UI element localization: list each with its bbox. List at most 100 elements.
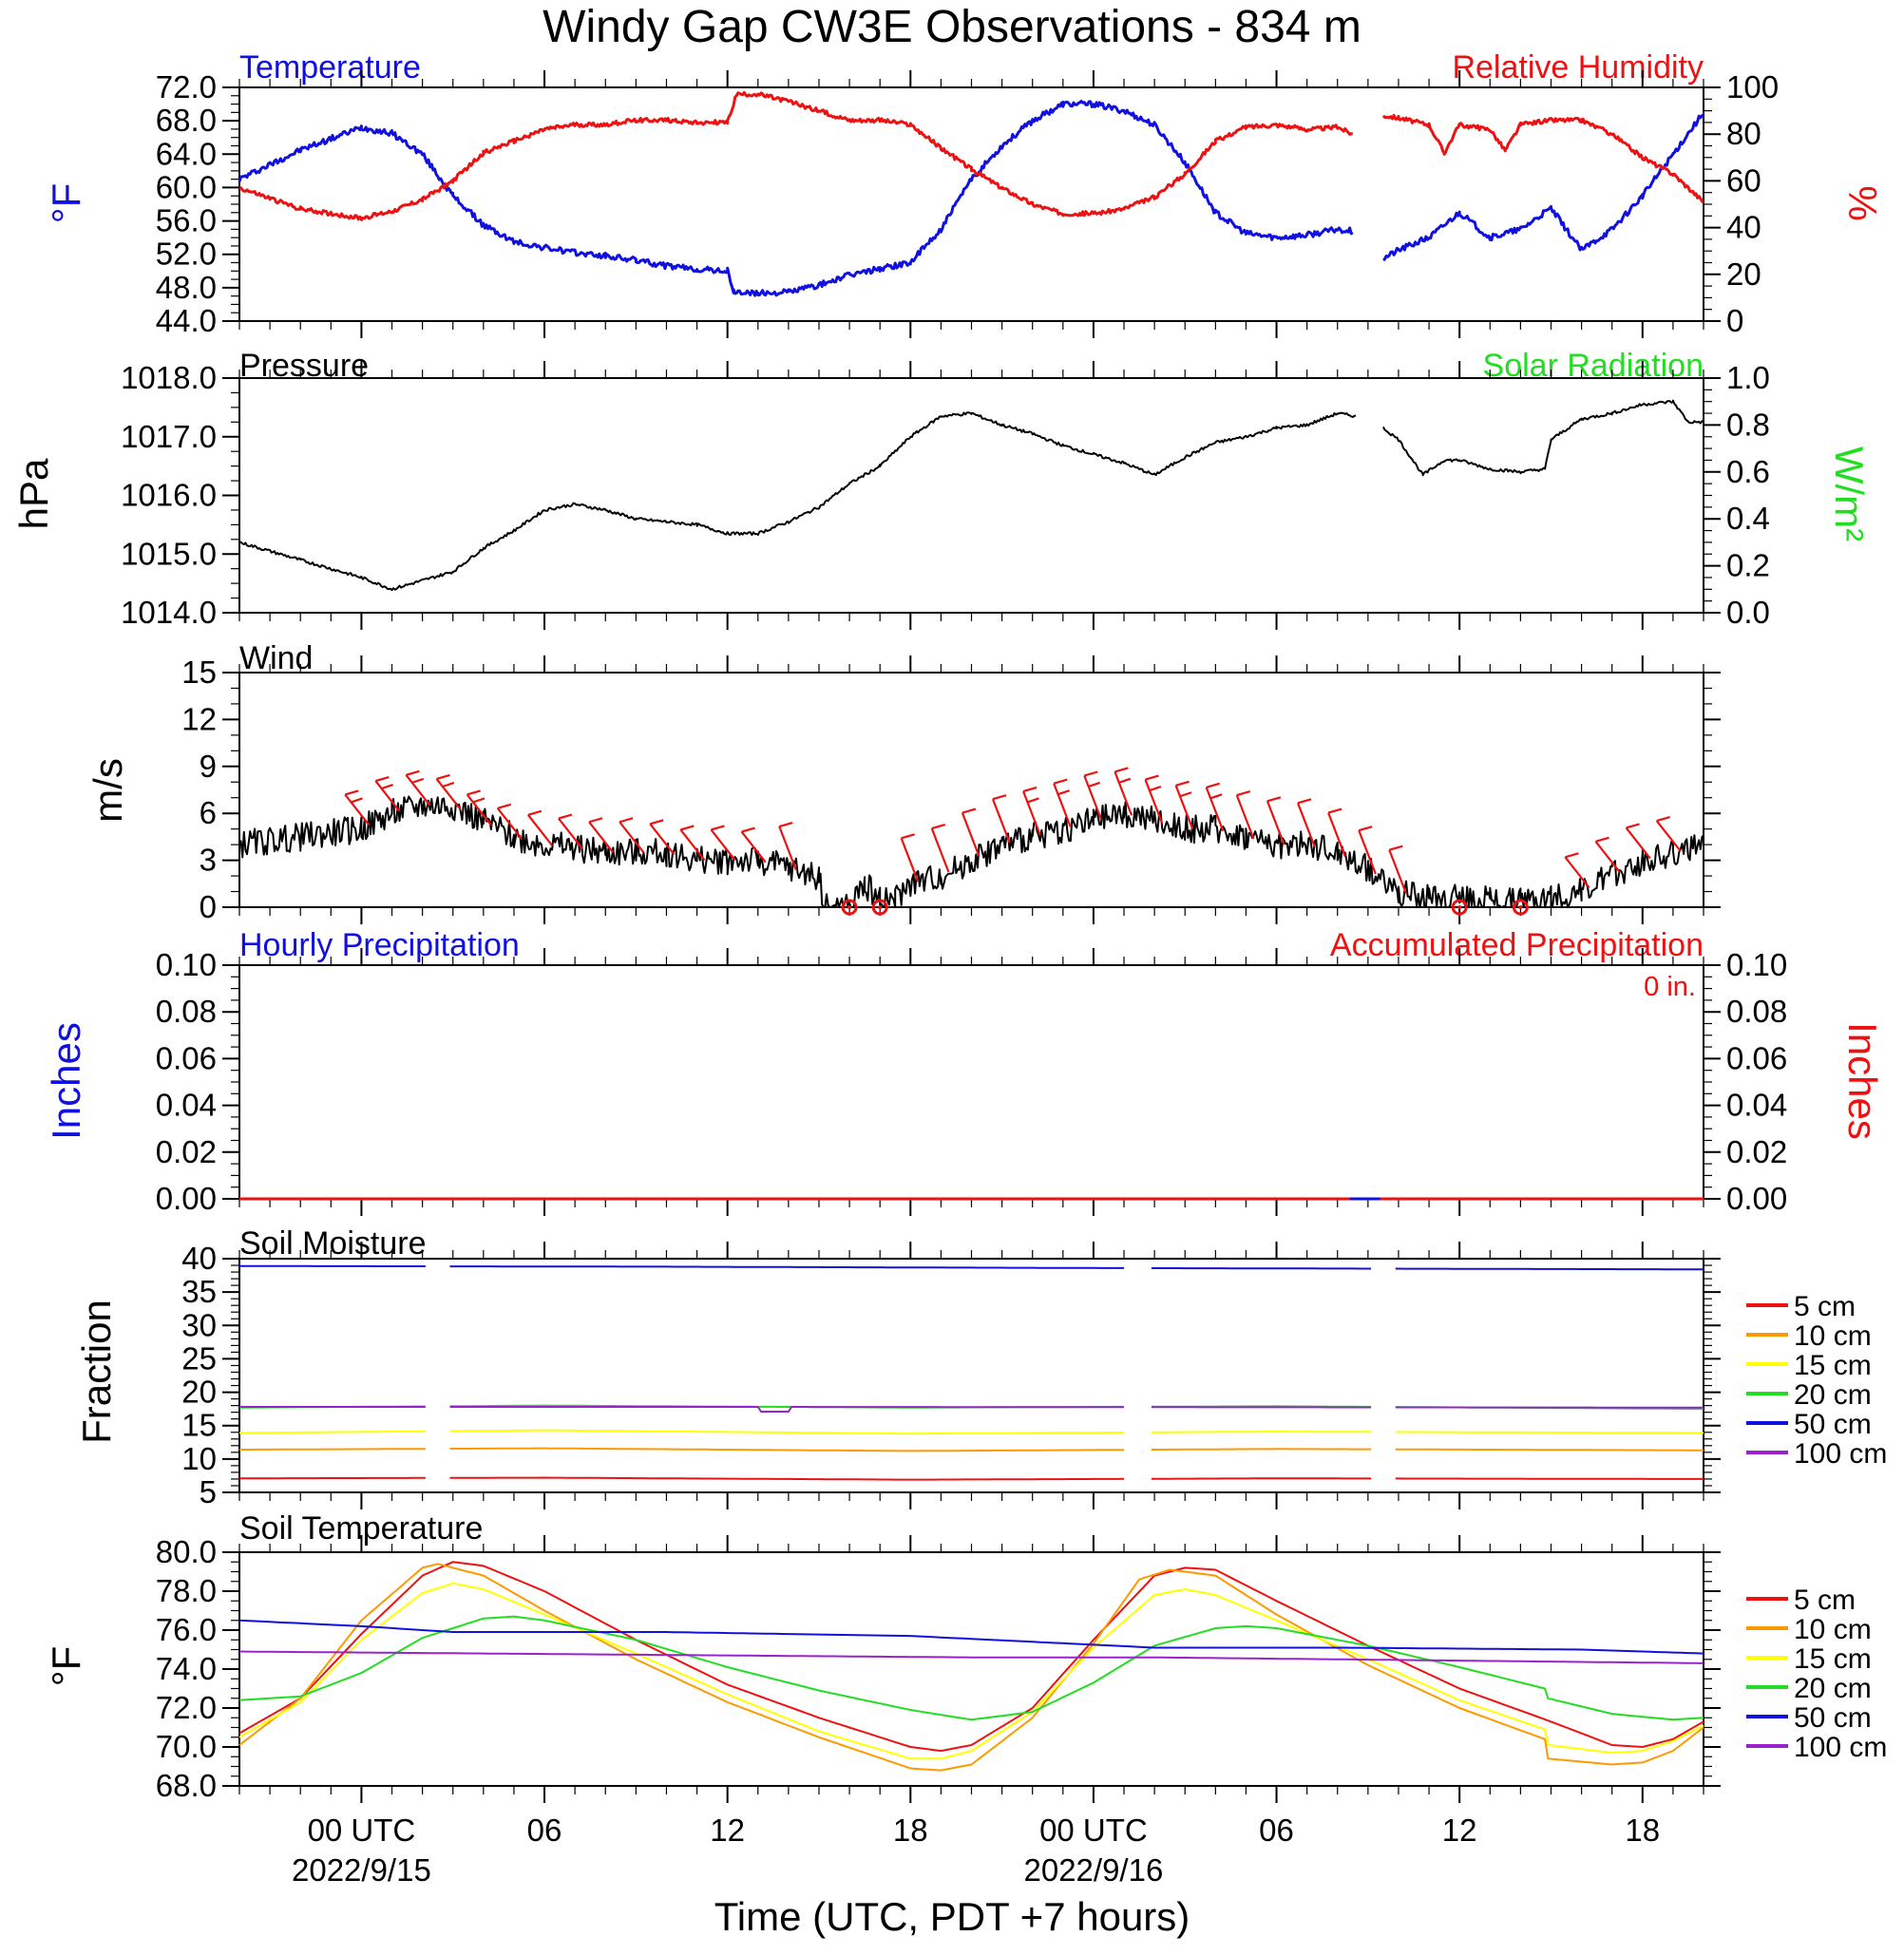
- temperature-series-relative-humidity: [238, 90, 1704, 221]
- temperature-ytick-label: 48.0: [156, 270, 217, 305]
- soil-moisture-series-10-cm: [239, 1447, 1704, 1452]
- wind-barb: [900, 833, 920, 883]
- soil-moisture-legend-label: 20 cm: [1794, 1379, 1872, 1411]
- soil-moisture-ytick-label: 30: [181, 1307, 217, 1342]
- calm-wind-circle: [1512, 899, 1529, 916]
- temperature-units: °F: [44, 183, 88, 223]
- wind-barb: [1114, 767, 1133, 816]
- soil-temperature-legend-label: 100 cm: [1794, 1732, 1887, 1763]
- wind-barb: [1266, 796, 1285, 845]
- wind-plot-area: 0 3 6 9 12 15: [181, 655, 1721, 924]
- wind-barb: [1205, 782, 1225, 832]
- precip-y2tick-label: 0.00: [1726, 1181, 1787, 1216]
- pressure-y2tick-label: 0.6: [1726, 454, 1770, 489]
- soil-temperature-ytick-label: 80.0: [156, 1534, 217, 1569]
- pressure-ytick-label: 1015.0: [121, 536, 217, 571]
- soil-moisture-frame: [238, 1258, 1704, 1493]
- wind-barb: [679, 825, 706, 862]
- wind-ytick-label: 15: [181, 655, 217, 690]
- soil-moisture-ytick-label: 40: [181, 1241, 217, 1276]
- soil-moisture-ytick-label: 10: [181, 1441, 217, 1476]
- temperature-ytick-label: 44.0: [156, 303, 217, 338]
- calm-wind-dot: [847, 905, 852, 909]
- calm-wind-dot: [878, 905, 883, 909]
- soil-temperature-ytick-label: 76.0: [156, 1612, 217, 1647]
- soil-moisture-legend-label: 100 cm: [1794, 1438, 1887, 1470]
- accumulated-precip-units: Inches: [1840, 1022, 1885, 1140]
- soil-moisture-units: Fraction: [74, 1300, 119, 1444]
- wind-ytick-label: 9: [200, 749, 217, 784]
- wind-barb: [1022, 786, 1041, 836]
- pressure-panel: Pressure Solar Radiation hPa W/m² 1014.0…: [11, 348, 1872, 630]
- precip-ytick-label: 0.00: [156, 1181, 217, 1216]
- precip-y2tick-label: 0.02: [1726, 1134, 1787, 1169]
- time-tick-label: 00 UTC: [308, 1813, 416, 1848]
- soil-moisture-data-gap: [425, 1261, 450, 1490]
- x-axis-title: Time (UTC, PDT +7 hours): [714, 1894, 1190, 1939]
- wind-barb: [1358, 826, 1377, 875]
- wind-barb: [1594, 836, 1621, 873]
- precip-ytick-label: 0.08: [156, 994, 217, 1029]
- hourly-precip-units: Inches: [44, 1022, 88, 1140]
- precip-ytick-label: 0.02: [156, 1134, 217, 1169]
- temperature-y2tick-label: 20: [1726, 256, 1761, 292]
- soil-temperature-series-20-cm: [238, 1615, 1704, 1721]
- soil-temperature-series-5-cm: [238, 1561, 1704, 1753]
- soil-moisture-ytick-label: 25: [181, 1340, 217, 1376]
- time-axis-labels: 00 UTC 06 12 18 00 UTC 06 12 18 2022/9/15 2022/9/…: [292, 1813, 1660, 1888]
- wind-ytick-label: 12: [181, 701, 217, 736]
- wind-barb: [991, 794, 1011, 844]
- soil-temperature-legend-label: 20 cm: [1794, 1673, 1872, 1704]
- wind-barb: [496, 803, 523, 840]
- precip-total: 0 in.: [1644, 972, 1696, 1002]
- temperature-ytick-label: 68.0: [156, 103, 217, 138]
- relative-humidity-title: Relative Humidity: [1452, 49, 1704, 85]
- precip-y2tick-label: 0.06: [1726, 1040, 1787, 1075]
- temperature-panel: Temperature Relative Humidity °F % 44.04…: [44, 49, 1885, 338]
- calm-wind-circle: [871, 899, 888, 916]
- temperature-y2tick-label: 0: [1726, 303, 1743, 338]
- humidity-units: %: [1840, 185, 1885, 220]
- soil-temperature-legend-label: 15 cm: [1794, 1643, 1872, 1675]
- soil-moisture-ytick-label: 5: [200, 1474, 217, 1509]
- calm-wind-dot: [1518, 905, 1523, 909]
- time-tick-label: 12: [710, 1813, 745, 1848]
- pressure-y2tick-label: 0.8: [1726, 407, 1770, 442]
- soil-moisture-data-gap: [1371, 1261, 1396, 1490]
- temperature-y2tick-label: 40: [1726, 210, 1761, 245]
- temperature-y2tick-label: 100: [1726, 69, 1779, 104]
- wind-barb: [1235, 790, 1255, 840]
- wind-barb: [466, 789, 492, 826]
- calm-wind-circle: [841, 899, 858, 916]
- calm-wind-dot: [1457, 905, 1462, 909]
- temperature-ytick-label: 64.0: [156, 136, 217, 171]
- time-tick-label: 18: [893, 1813, 928, 1848]
- accumulated-precip-title: Accumulated Precipitation: [1330, 927, 1704, 963]
- precip-ytick-label: 0.06: [156, 1040, 217, 1075]
- pressure-ytick-label: 1016.0: [121, 478, 217, 513]
- pressure-y2tick-label: 0.2: [1726, 548, 1770, 583]
- wind-barb: [1296, 798, 1316, 847]
- time-tick-label: 18: [1625, 1813, 1660, 1848]
- temperature-title: Temperature: [239, 49, 421, 85]
- wind-barb: [588, 817, 615, 854]
- pressure-ytick-label: 1014.0: [121, 595, 217, 630]
- soil-temperature-legend-label: 5 cm: [1794, 1585, 1856, 1616]
- wind-barb: [344, 789, 371, 826]
- wind-barb: [374, 775, 401, 812]
- wind-barb: [778, 821, 797, 871]
- wind-panel: Wind m/s 0 3 6 9 12 15: [86, 640, 1721, 924]
- soil-moisture-ytick-label: 15: [181, 1408, 217, 1443]
- soil-moisture-series-50-cm: [239, 1264, 1704, 1271]
- soil-moisture-data-gap: [1124, 1261, 1152, 1490]
- wind-ytick-label: 6: [200, 795, 217, 830]
- soil-temperature-ytick-label: 68.0: [156, 1768, 217, 1803]
- date-label: 2022/9/16: [1024, 1852, 1164, 1888]
- temperature-y2tick-label: 80: [1726, 116, 1761, 151]
- wind-barb: [710, 825, 736, 862]
- pressure-ytick-label: 1017.0: [121, 419, 217, 454]
- pressure-y2tick-label: 0.0: [1726, 595, 1770, 630]
